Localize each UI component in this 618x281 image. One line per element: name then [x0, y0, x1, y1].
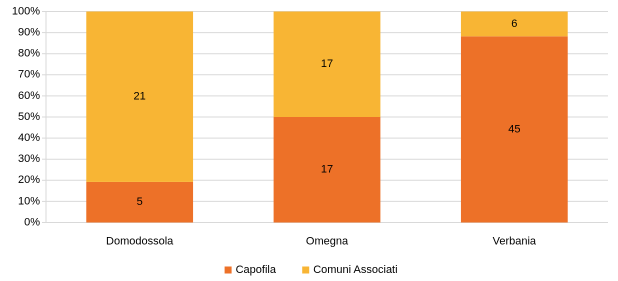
y-tick-label: 50% [18, 111, 40, 123]
y-tick-label: 60% [18, 90, 40, 102]
bar-segment [273, 11, 381, 117]
y-tick-label: 30% [18, 153, 40, 165]
bar-segment [86, 181, 194, 223]
data-label: 5 [137, 196, 143, 208]
bar-segment [86, 11, 194, 182]
y-tick-label: 0% [24, 216, 40, 228]
data-label: 45 [508, 123, 520, 135]
x-tick-label: Verbania [493, 235, 537, 247]
bar-segment [460, 11, 568, 37]
y-tick-label: 40% [18, 132, 40, 144]
data-label: 17 [321, 58, 333, 70]
bar-segment [273, 117, 381, 223]
data-label: 21 [134, 91, 146, 103]
y-tick-label: 20% [18, 174, 40, 186]
data-label: 17 [321, 164, 333, 176]
y-tick-label: 90% [18, 27, 40, 39]
legend-swatch [302, 266, 310, 274]
data-label: 6 [511, 18, 517, 30]
y-tick-label: 80% [18, 48, 40, 60]
legend-swatch [224, 266, 232, 274]
y-tick-label: 70% [18, 69, 40, 81]
y-tick-label: 100% [12, 5, 40, 17]
y-tick-label: 10% [18, 195, 40, 207]
legend-label: Comuni Associati [313, 264, 397, 276]
x-tick-label: Omegna [306, 235, 349, 247]
x-tick-label: Domodossola [106, 235, 174, 247]
bar-segment [460, 36, 568, 223]
legend-label: Capofila [236, 264, 277, 276]
